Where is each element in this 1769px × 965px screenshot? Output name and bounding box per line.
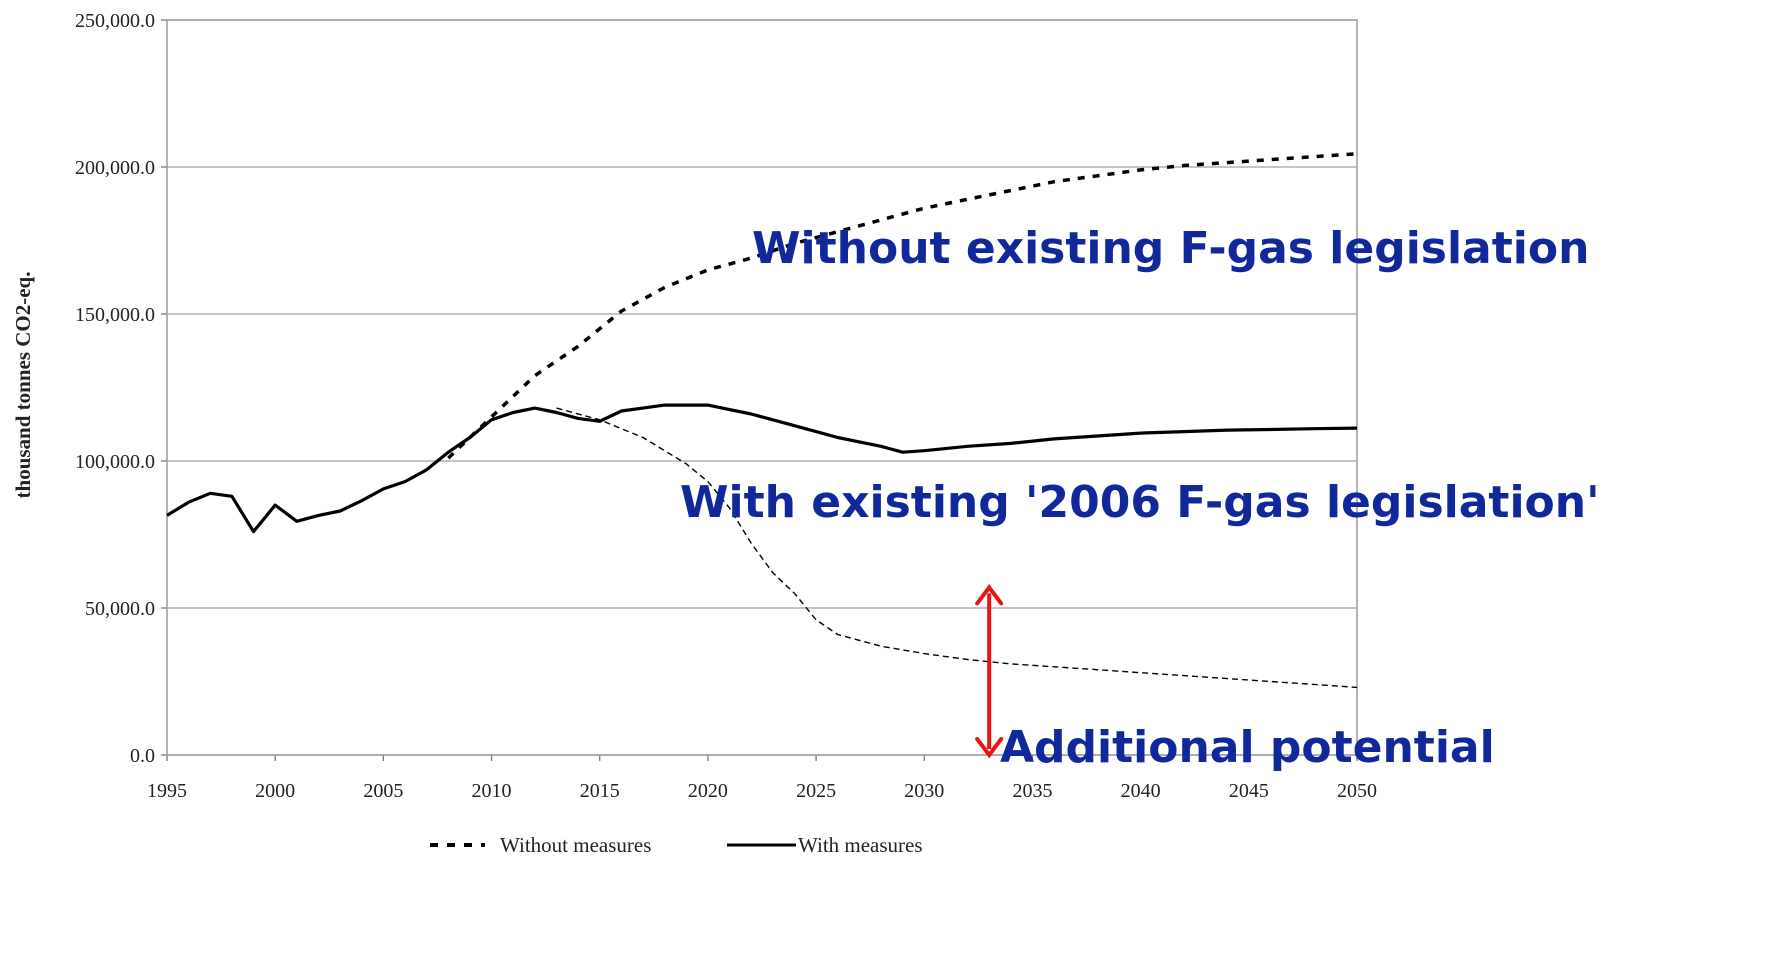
y-axis-title: thousand tonnes CO2-eq. [11,272,35,499]
arrow-head-down [975,737,1004,759]
series-lines [166,152,1358,689]
y-tick-label: 0.0 [130,745,155,767]
x-tick-label: 1995 [147,780,187,802]
y-tick-label: 200,000.0 [75,157,155,179]
legend-without-label: Without measures [500,833,651,857]
y-axis-label: thousand tonnes CO2-eq. [11,272,35,499]
x-tick-label: 2025 [796,780,836,802]
arrow-head-up [975,584,1004,606]
annotation-with-legislation: With existing '2006 F-gas legislation' [680,477,1600,528]
grid-lines [161,19,1358,761]
legend: Without measures With measures [430,833,923,857]
additional-potential-arrow [975,584,1004,759]
y-tick-labels: 0.0 50,000.0 100,000.0 150,000.0 200,000.0 25… [75,10,155,767]
series-with-measures-line [166,403,1358,534]
y-tick-label: 150,000.0 [75,304,155,326]
x-tick-label: 2040 [1121,780,1161,802]
x-tick-label: 2045 [1229,780,1269,802]
y-tick-label: 50,000.0 [85,598,155,620]
y-tick-label: 100,000.0 [75,451,155,473]
x-tick-label: 2050 [1337,780,1377,802]
x-tick-label: 2000 [255,780,295,802]
annotation-without-legislation: Without existing F-gas legislation [752,223,1589,274]
y-tick-label: 250,000.0 [75,10,155,32]
x-tick-label: 2005 [363,780,403,802]
x-tick-label: 2020 [688,780,728,802]
plot-frame [166,19,1358,756]
series-additional-potential-line [556,407,1358,689]
x-tick-label: 2015 [580,780,620,802]
x-tick-label: 2030 [904,780,944,802]
legend-with-label: With measures [798,833,923,857]
annotation-additional-potential: Additional potential [1000,722,1495,773]
series-without-measures-line [447,152,1358,460]
x-tick-label: 2035 [1012,780,1052,802]
x-tick-label: 2010 [472,780,512,802]
x-tick-labels: 1995 2000 2005 2010 2015 2020 2025 2030 2035 2040… [147,780,1377,802]
